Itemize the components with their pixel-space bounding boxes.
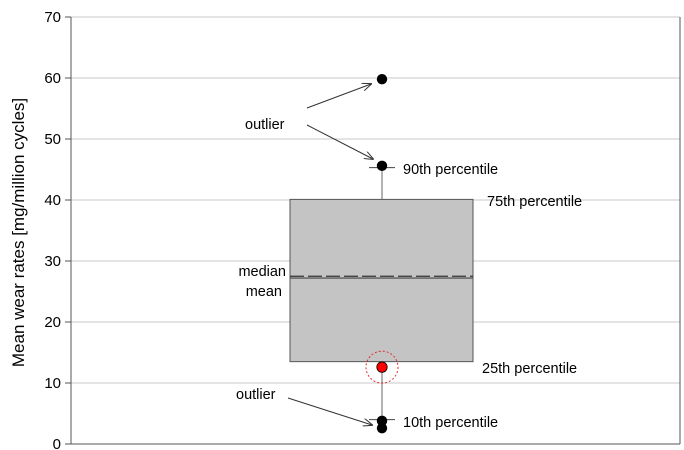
outlier-point (376, 422, 388, 434)
p10-label: 10th percentile (403, 415, 498, 431)
median-label: median (238, 264, 286, 280)
axes: 0 10 20 30 40 50 60 70 Mean wear rates [mg/milli… (9, 9, 681, 450)
outlier-point (376, 415, 388, 427)
y-tick-label: 70 (44, 9, 61, 26)
highlight-point (376, 361, 388, 373)
p90-label: 90th percentile (403, 162, 498, 178)
outlier-top-label: outlier (245, 117, 285, 133)
p75-label: 75th percentile (487, 194, 582, 210)
y-tick-label: 60 (44, 70, 61, 87)
outlier-arrow-bottom (287, 397, 372, 425)
y-tick-label: 10 (44, 375, 61, 392)
points-layer (365, 74, 399, 434)
y-axis-label: Mean wear rates [mg/million cycles] (9, 98, 28, 367)
y-tick-label: 30 (44, 253, 61, 270)
y-tick-label: 50 (44, 131, 61, 148)
outlier-point (376, 160, 388, 172)
box-layer (289, 167, 474, 421)
outlier-arrow-upper (306, 84, 371, 109)
outlier-bottom-label: outlier (236, 387, 276, 403)
outlier-arrow-lower (306, 124, 373, 159)
y-tick-label: 0 (53, 436, 61, 450)
iqr-box (289, 198, 474, 363)
mean-label: mean (246, 284, 282, 300)
p25-label: 25th percentile (482, 361, 577, 377)
outlier-point (376, 74, 388, 85)
annotations-layer: outlier 90th percentile 75th percentile med… (236, 84, 582, 431)
y-tick-label: 20 (44, 314, 61, 331)
y-tick-label: 40 (44, 192, 61, 209)
highlight-ring (365, 350, 399, 384)
